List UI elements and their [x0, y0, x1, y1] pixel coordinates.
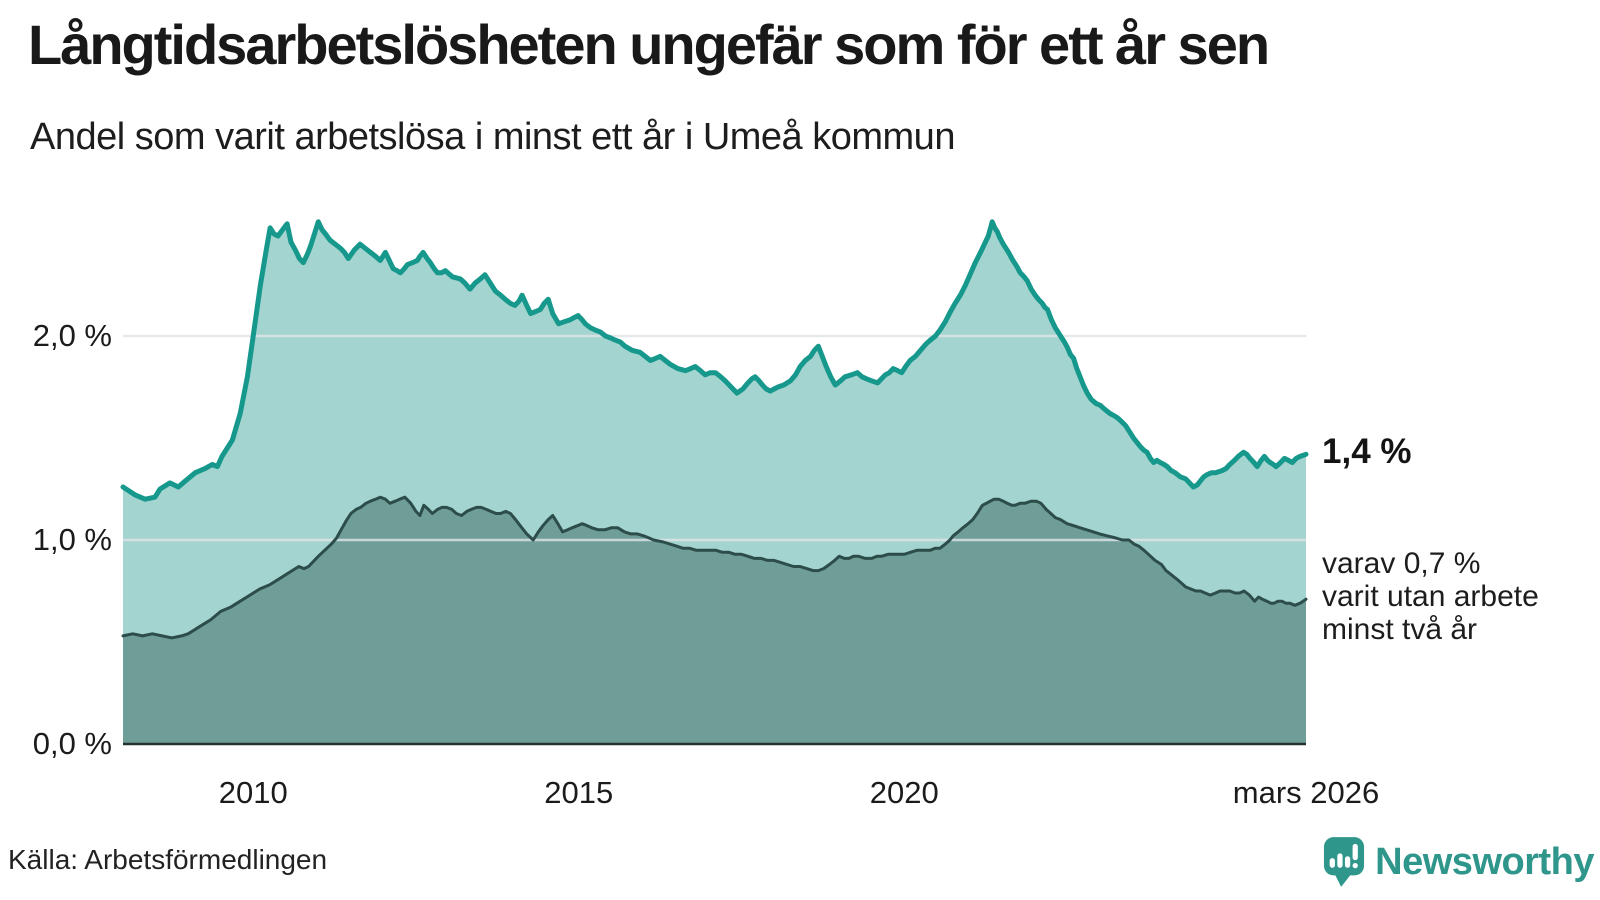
source-credit: Källa: Arbetsförmedlingen — [8, 844, 328, 875]
series-subset-end-annotation: varav 0,7 % varit utan arbete minst två … — [1322, 547, 1539, 646]
y-tick-2-0: 2,0 % — [32, 318, 112, 353]
line-series-1 — [121, 495, 1308, 640]
page-subtitle: Andel som varit arbetslösa i minst ett å… — [30, 116, 955, 158]
newsworthy-bubble-chart-icon — [1324, 837, 1365, 887]
x-tick-2015: 2015 — [544, 775, 614, 810]
series-total-end-value-label: 1,4 % — [1322, 432, 1412, 472]
newsworthy-logo: Newsworthy — [1323, 836, 1594, 888]
line-series-0 — [120, 219, 1309, 502]
newsworthy-logo-text: Newsworthy — [1375, 841, 1594, 883]
page-title: Långtidsarbetslösheten ungefär som för e… — [28, 13, 1270, 76]
area-fill-series-1 — [123, 497, 1306, 744]
annotation-line-1: varav 0,7 % — [1322, 547, 1481, 581]
x-tick-2020: 2020 — [869, 775, 939, 810]
x-tick-2010: 2010 — [218, 775, 288, 810]
x-tick-mars-2026: mars 2026 — [1232, 775, 1380, 810]
y-tick-1-0: 1,0 % — [32, 522, 112, 557]
annotation-line-2: varit utan arbete — [1322, 580, 1539, 614]
y-tick-0-0: 0,0 % — [32, 726, 112, 761]
annotation-line-3: minst två år — [1322, 613, 1478, 647]
